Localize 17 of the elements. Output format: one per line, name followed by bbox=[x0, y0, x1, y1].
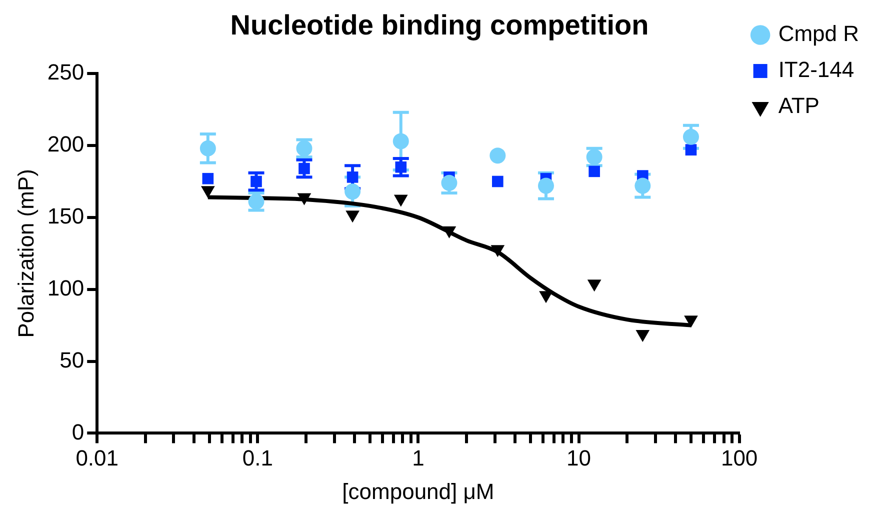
legend-label: ATP bbox=[778, 93, 820, 118]
x-axis-title: [compound] μM bbox=[342, 478, 494, 504]
y-tick-label: 250 bbox=[47, 60, 84, 85]
y-axis-title: Polarization (mP) bbox=[13, 169, 38, 338]
y-tick-label: 0 bbox=[72, 419, 84, 444]
y-tick-label: 100 bbox=[47, 275, 84, 300]
x-tick-label: 100 bbox=[720, 445, 758, 470]
y-tick-label: 200 bbox=[47, 132, 84, 157]
chart-title: Nucleotide binding competition bbox=[230, 10, 649, 41]
y-tick-label: 50 bbox=[60, 347, 84, 372]
x-tick-label: 1 bbox=[412, 445, 424, 470]
x-tick-label: 10 bbox=[566, 445, 592, 470]
legend-label: Cmpd R bbox=[778, 21, 860, 46]
y-tick-label: 150 bbox=[47, 204, 84, 229]
x-tick-label: 0.01 bbox=[76, 445, 119, 470]
legend-label: IT2-144 bbox=[778, 57, 854, 82]
x-tick-label: 0.1 bbox=[242, 445, 273, 470]
